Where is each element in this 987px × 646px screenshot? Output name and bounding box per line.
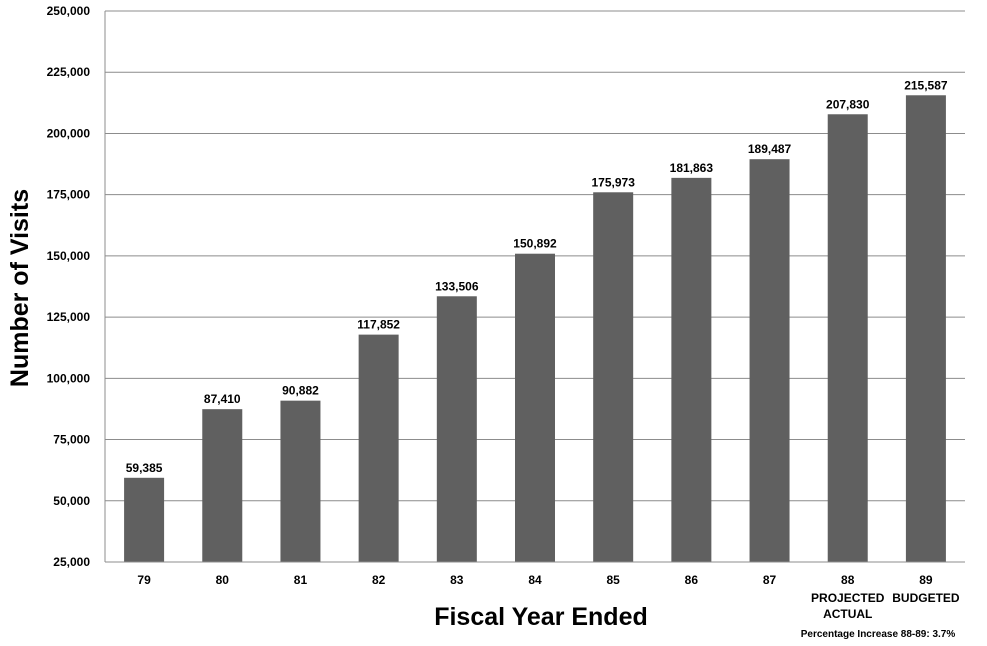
- x-tick-label: 84: [528, 573, 542, 587]
- y-tick-label: 125,000: [47, 310, 91, 324]
- bar-data-label: 90,882: [282, 384, 319, 398]
- x-tick-sublabel: ACTUAL: [823, 607, 872, 621]
- bar-data-label: 133,506: [435, 279, 479, 293]
- x-tick-label: 82: [372, 573, 386, 587]
- x-axis-title: Fiscal Year Ended: [434, 603, 648, 631]
- x-tick-sublabel: BUDGETED: [892, 591, 960, 605]
- bar-data-label: 175,973: [591, 175, 635, 189]
- y-tick-label: 50,000: [53, 494, 90, 508]
- x-tick-label: 87: [763, 573, 777, 587]
- y-tick-label: 200,000: [47, 126, 91, 140]
- bar: [593, 192, 634, 562]
- bar-data-label: 181,863: [670, 161, 714, 175]
- bar-data-label: 59,385: [126, 461, 163, 475]
- bar: [202, 409, 243, 562]
- y-tick-label: 225,000: [47, 65, 91, 79]
- x-tick-label: 80: [216, 573, 230, 587]
- bar: [749, 159, 790, 562]
- x-axis-ticks: 79 80 81 82 83 84 85 86 87 88 PROJECTED ACTUAL 89 BUD…: [137, 573, 959, 621]
- percentage-increase-note: Percentage Increase 88-89: 3.7%: [801, 629, 956, 640]
- bar: [124, 477, 165, 562]
- data-labels: 59,385 87,410 90,882 117,852 133,506 150,892 1…: [126, 78, 948, 475]
- bars: [124, 95, 946, 563]
- y-tick-label: 25,000: [53, 555, 90, 569]
- x-tick-sublabel: PROJECTED: [811, 591, 885, 605]
- x-tick-label: 81: [294, 573, 308, 587]
- bar-data-label: 189,487: [748, 142, 792, 156]
- bar: [827, 114, 868, 562]
- bar: [671, 177, 712, 563]
- y-tick-label: 100,000: [47, 371, 91, 385]
- bar-data-label: 87,410: [204, 392, 241, 406]
- y-tick-label: 250,000: [47, 4, 91, 18]
- x-tick-label: 89: [919, 573, 933, 587]
- bar-data-label: 150,892: [513, 237, 557, 251]
- y-tick-label: 175,000: [47, 188, 91, 202]
- bar-data-label: 207,830: [826, 97, 870, 111]
- bar: [905, 95, 946, 562]
- bar: [358, 334, 399, 562]
- bar: [515, 253, 555, 563]
- x-tick-label: 85: [607, 573, 621, 587]
- x-tick-label: 79: [137, 573, 151, 587]
- y-tick-label: 150,000: [47, 249, 91, 263]
- bar: [436, 296, 477, 562]
- x-tick-label: 86: [685, 573, 699, 587]
- bar-data-label: 215,587: [904, 78, 948, 92]
- bar-data-label: 117,852: [357, 318, 400, 332]
- x-tick-label: 88: [841, 573, 855, 587]
- x-tick-label: 83: [450, 573, 464, 587]
- y-axis-ticks: 25,000 50,000 75,000 100,000 125,000 150,000 1…: [47, 4, 91, 569]
- bar: [280, 400, 321, 562]
- y-tick-label: 75,000: [53, 433, 90, 447]
- y-axis-title: Number of Visits: [6, 189, 34, 387]
